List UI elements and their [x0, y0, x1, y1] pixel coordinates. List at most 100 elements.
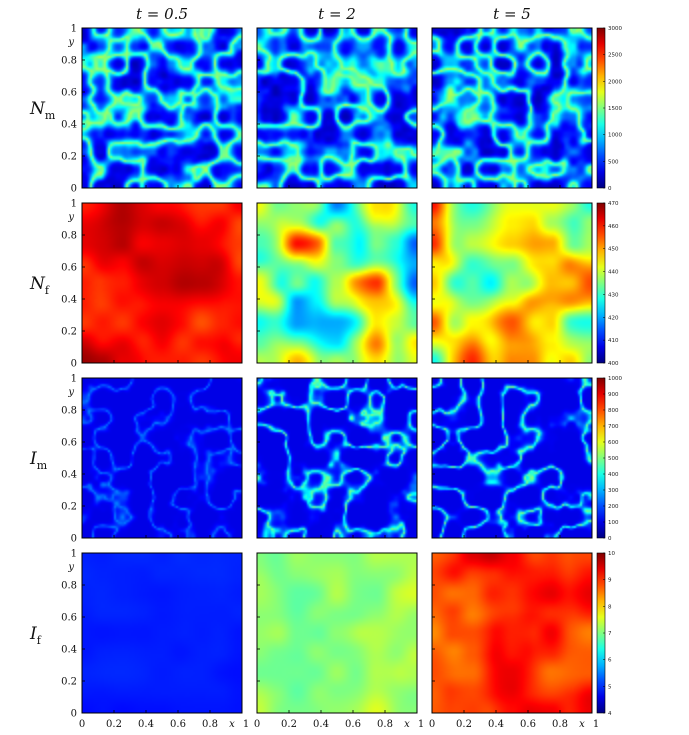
heatmap-panel	[432, 553, 592, 713]
colorbar-tick-label: 450	[608, 247, 619, 253]
y-tick-label: 0.8	[61, 231, 77, 242]
row-label: If	[29, 624, 42, 647]
colorbar-tick-label: 410	[608, 338, 619, 344]
x-tick-label: 0	[429, 719, 435, 730]
panel-frame	[256, 202, 418, 364]
panel-frame	[81, 27, 243, 189]
x-tick-label: 0.8	[377, 719, 393, 730]
heatmap-panel	[432, 378, 592, 538]
y-tick-label: 0.6	[61, 263, 77, 274]
row-label: Im	[29, 449, 48, 472]
colorbar	[596, 202, 606, 364]
x-tick-label: 0.8	[202, 719, 218, 730]
colorbar-tick-label: 0	[608, 186, 612, 192]
colorbar-tick-label: 2000	[608, 79, 622, 85]
y-tick-label: 0.8	[61, 581, 77, 592]
colorbar-tick-label: 0	[608, 536, 612, 542]
x-tick-label: 0	[79, 719, 85, 730]
heatmap-panel	[82, 203, 242, 363]
x-tick-label: 0.4	[313, 719, 329, 730]
heatmap-panel	[257, 203, 417, 363]
column-title: t = 2	[318, 5, 356, 23]
heatmap-panel	[257, 28, 417, 188]
panel-grid: 0 0.2 0.4 0.6 0.8 1 y 0 0.2 0.4 0.6 0.8 1 y 0 0.2 0.4 0.6…	[61, 24, 599, 731]
heatmap-panel	[257, 378, 417, 538]
y-tick-label: 0.4	[61, 645, 77, 656]
panel-frame	[431, 202, 593, 364]
colorbar-tick-label: 2500	[608, 53, 622, 59]
y-tick-label: 0.2	[61, 502, 77, 513]
colorbar-tick-label: 900	[608, 392, 619, 398]
colorbar-tick-label: 8	[608, 604, 612, 610]
y-tick-label: 1	[71, 549, 77, 560]
colorbar-tick-label: 300	[608, 488, 619, 494]
x-tick-label: 0.6	[520, 719, 536, 730]
panel-frame	[256, 27, 418, 189]
column-titles: t = 0.5 t = 2 t = 5	[136, 5, 531, 23]
panel-frame	[256, 552, 418, 714]
colorbar-tick-label: 1000	[608, 376, 622, 382]
panel-frame	[81, 377, 243, 539]
y-axis-label: y	[67, 387, 74, 398]
row-label: Nm	[29, 99, 56, 122]
x-tick-label: 1	[418, 719, 424, 730]
x-axis-label: x	[404, 719, 410, 730]
colorbar-tick-label: 600	[608, 440, 619, 446]
colorbar-tick-label: 800	[608, 408, 619, 414]
row-labels: Nm Nf Im If	[29, 99, 56, 647]
y-tick-label: 0	[71, 709, 77, 720]
y-tick-label: 0.2	[61, 327, 77, 338]
y-axis-label: y	[67, 37, 74, 48]
heatmap-panel	[432, 28, 592, 188]
x-tick-label: 0.6	[170, 719, 186, 730]
y-tick-label: 1	[71, 24, 77, 35]
colorbar-tick-label: 440	[608, 270, 619, 276]
y-tick-label: 0.4	[61, 295, 77, 306]
y-tick-label: 0.6	[61, 438, 77, 449]
column-title: t = 0.5	[136, 5, 188, 23]
x-tick-label: 0.6	[345, 719, 361, 730]
panel-frame	[256, 377, 418, 539]
heatmap-panel	[82, 28, 242, 188]
x-tick-label: 0.2	[281, 719, 297, 730]
y-axis-label: y	[67, 562, 74, 573]
panel-frame	[81, 552, 243, 714]
colorbar-tick-label: 1500	[608, 106, 622, 112]
colorbar-tick-label: 9	[608, 578, 612, 584]
y-tick-label: 1	[71, 374, 77, 385]
x-axis-label: x	[229, 719, 235, 730]
colorbar-tick-label: 200	[608, 504, 619, 510]
y-tick-label: 0.2	[61, 152, 77, 163]
x-tick-label: 1	[243, 719, 249, 730]
colorbar-tick-label: 400	[608, 361, 619, 367]
y-tick-label: 0.6	[61, 613, 77, 624]
panel-frame	[81, 202, 243, 364]
colorbar-tick-label: 4	[608, 711, 612, 717]
y-tick-label: 0.4	[61, 470, 77, 481]
x-axis-label: x	[579, 719, 585, 730]
y-tick-label: 0.2	[61, 677, 77, 688]
x-tick-label: 0.8	[552, 719, 568, 730]
y-tick-label: 0	[71, 184, 77, 195]
colorbar-tick-label: 7	[608, 631, 612, 637]
y-tick-label: 0.8	[61, 406, 77, 417]
colorbar-tick-label: 5	[608, 684, 612, 690]
heatmap-panel	[82, 553, 242, 713]
colorbar-tick-label: 10	[608, 551, 615, 557]
x-tick-label: 0	[254, 719, 260, 730]
y-axis-label: y	[67, 212, 74, 223]
y-tick-label: 0	[71, 359, 77, 370]
panel-frame	[431, 552, 593, 714]
colorbar-tick-label: 3000	[608, 26, 622, 32]
colorbar-tick-label: 460	[608, 224, 619, 230]
heatmap-panel	[257, 553, 417, 713]
y-tick-label: 0.4	[61, 120, 77, 131]
x-tick-label: 0.4	[488, 719, 504, 730]
x-tick-label: 0.4	[138, 719, 154, 730]
panel-frame	[431, 377, 593, 539]
colorbar-tick-label: 500	[608, 159, 619, 165]
colorbars: 0500100015002000250030004004104204304404…	[596, 26, 622, 717]
x-tick-label: 0.2	[456, 719, 472, 730]
colorbar-tick-label: 400	[608, 472, 619, 478]
